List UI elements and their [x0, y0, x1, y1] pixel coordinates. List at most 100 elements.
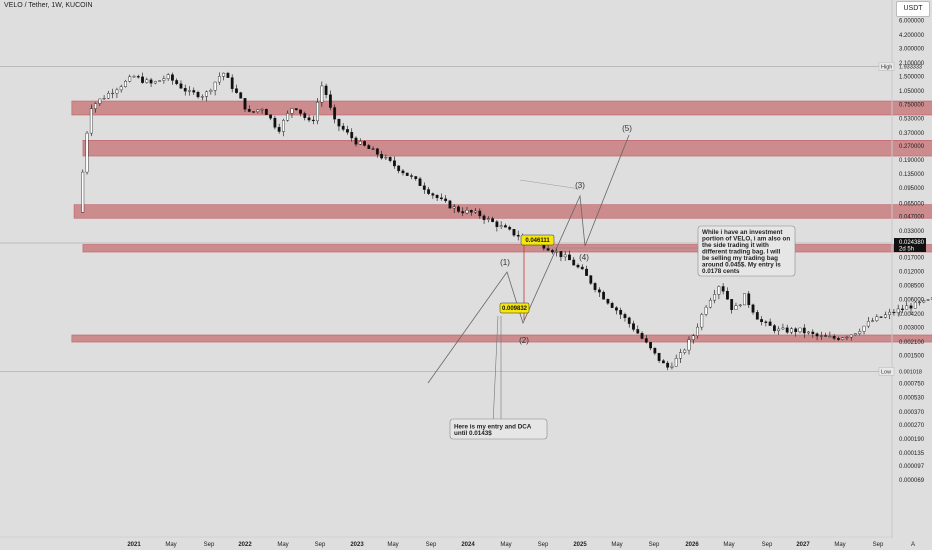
candle-down — [751, 304, 755, 313]
candle-down — [811, 331, 815, 334]
candle-up — [858, 331, 862, 334]
candle-up — [883, 314, 887, 318]
candle-down — [593, 283, 597, 290]
candle-down — [307, 117, 311, 121]
price-tick-label: 0.002100 — [899, 340, 925, 346]
high-label: High — [881, 64, 892, 70]
candle-up — [819, 335, 823, 337]
axis-scale-toggle-icon[interactable]: A — [911, 542, 915, 548]
investment-note-line: portion of VELO, i am also on — [702, 236, 790, 243]
entry-pointer-line — [492, 315, 499, 425]
price-tick-label: 2.100000 — [899, 61, 925, 67]
time-tick-label: 2025 — [573, 542, 587, 548]
candle-down — [508, 226, 512, 230]
wave-label: (3) — [575, 181, 585, 190]
candle-down — [815, 333, 819, 337]
time-tick-label: May — [723, 542, 734, 548]
price-tick-label: 0.000270 — [899, 423, 925, 429]
investment-note-line: around 0.045$. My entry is — [702, 262, 781, 269]
candle-up — [115, 89, 119, 94]
candle-up — [452, 206, 456, 209]
candle-down — [243, 98, 247, 110]
investment-note-line: While i have an investment — [702, 229, 783, 236]
candle-down — [388, 157, 392, 161]
candle-down — [491, 218, 495, 222]
candle-down — [469, 210, 473, 213]
candle-down — [589, 275, 593, 284]
candle-down — [721, 286, 725, 292]
candle-down — [397, 165, 401, 172]
candle-down — [768, 321, 772, 326]
candle-up — [320, 85, 324, 103]
candle-down — [226, 72, 230, 78]
candle-down — [294, 108, 298, 111]
candle-down — [371, 148, 375, 150]
candle-up — [286, 113, 290, 121]
high-value: 1.933333 — [899, 64, 922, 70]
candle-down — [431, 193, 435, 196]
candle-down — [764, 321, 768, 323]
candle-down — [264, 109, 268, 115]
price-flag-target: 0.046111 — [525, 238, 550, 244]
candle-up — [102, 98, 106, 100]
candle-up — [841, 337, 845, 340]
candle-down — [333, 107, 337, 120]
candle-down — [401, 170, 405, 174]
candle-up — [807, 331, 810, 334]
candle-up — [743, 293, 746, 306]
candle-up — [683, 349, 687, 353]
candle-down — [380, 154, 384, 159]
candle-down — [602, 291, 606, 300]
candle-down — [444, 198, 448, 202]
time-tick-label: May — [387, 542, 398, 548]
price-tick-label: 0.000097 — [899, 464, 925, 470]
candle-down — [892, 311, 896, 314]
candle-down — [559, 251, 563, 258]
candle-up — [158, 80, 162, 82]
candle-down — [136, 76, 140, 78]
time-tick-label: Sep — [538, 542, 549, 548]
candle-up — [845, 336, 849, 339]
time-tick-label: Sep — [204, 542, 215, 548]
candle-down — [324, 85, 328, 95]
price-tick-label: 0.065000 — [899, 201, 925, 207]
candle-down — [175, 80, 179, 85]
candle-down — [196, 91, 200, 98]
candle-down — [580, 266, 584, 270]
price-tick-label: 0.750000 — [899, 103, 925, 109]
price-tick-label: 0.033000 — [899, 229, 925, 235]
candle-down — [350, 132, 354, 139]
candle-down — [802, 327, 806, 334]
wave-connector — [519, 179, 581, 190]
candle-down — [747, 293, 751, 306]
candle-up — [717, 286, 721, 295]
currency-button[interactable]: USDT — [896, 1, 930, 17]
candle-up — [918, 301, 921, 304]
candle-up — [106, 93, 110, 99]
candle-up — [465, 210, 469, 214]
candle-down — [610, 302, 614, 308]
candle-up — [94, 103, 97, 109]
candle-down — [785, 327, 789, 333]
candle-up — [849, 334, 853, 338]
candle-down — [615, 307, 618, 311]
candle-up — [781, 327, 785, 330]
candle-down — [512, 229, 516, 236]
time-tick-label: 2022 — [238, 542, 252, 548]
price-tick-label: 0.000530 — [899, 396, 925, 402]
candle-down — [504, 225, 507, 228]
candle-down — [179, 83, 183, 89]
candle-down — [405, 172, 409, 176]
candle-down — [909, 305, 913, 309]
candle-up — [217, 76, 221, 83]
low-label: Low — [881, 369, 891, 375]
candle-down — [640, 333, 644, 339]
candle-up — [384, 157, 388, 159]
candle-down — [653, 347, 657, 354]
time-tick-label: 2027 — [796, 542, 810, 548]
candle-up — [896, 308, 900, 314]
candle-down — [367, 145, 371, 149]
time-tick-label: May — [834, 542, 845, 548]
candle-up — [209, 90, 213, 92]
